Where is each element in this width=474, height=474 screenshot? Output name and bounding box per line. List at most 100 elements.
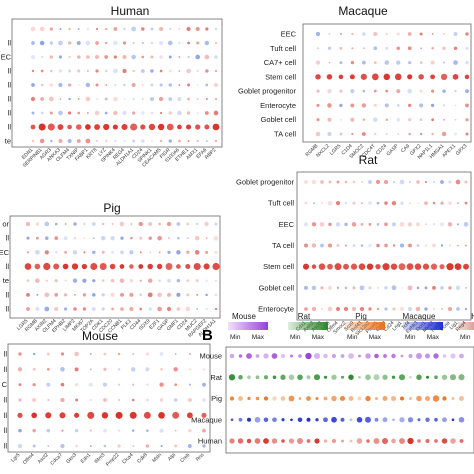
mouse-column-label: Creb bbox=[179, 452, 191, 464]
macaque-dot bbox=[372, 117, 378, 123]
human-dot bbox=[214, 97, 218, 101]
rat-dot bbox=[303, 285, 309, 290]
panel-b-dot bbox=[288, 438, 295, 444]
human-dot bbox=[150, 140, 153, 142]
macaque-dot bbox=[420, 47, 423, 50]
mouse-dot bbox=[88, 382, 93, 387]
human-dot bbox=[50, 139, 53, 143]
human-dot bbox=[187, 140, 190, 142]
panel-b-dot bbox=[425, 396, 430, 401]
human-dot bbox=[41, 55, 44, 59]
human-dot bbox=[77, 69, 81, 73]
rat-dot bbox=[328, 285, 332, 290]
rat-dot bbox=[433, 181, 435, 183]
pig-dot bbox=[176, 222, 181, 226]
pig-dot bbox=[148, 236, 152, 240]
rat-row-label: TA cell bbox=[272, 241, 294, 250]
macaque-row-label: EEC bbox=[281, 30, 297, 39]
human-dot bbox=[213, 82, 219, 88]
rat-dot bbox=[400, 201, 404, 205]
human-dot bbox=[132, 139, 136, 143]
mouse-dot bbox=[203, 368, 205, 371]
rat-frame bbox=[296, 171, 472, 321]
pig-dot bbox=[147, 292, 153, 298]
mouse-dot bbox=[103, 367, 107, 371]
pig-dot bbox=[147, 278, 153, 283]
macaque-dot bbox=[327, 131, 332, 137]
pig-dot bbox=[129, 250, 134, 255]
pig-dot bbox=[26, 279, 30, 283]
human-dot bbox=[68, 97, 71, 101]
panel-b-dot bbox=[288, 395, 295, 402]
mouse-dot bbox=[32, 352, 36, 356]
pig-dot bbox=[91, 307, 96, 311]
human-dot bbox=[132, 42, 135, 44]
rat-dot bbox=[321, 308, 323, 310]
mouse-dot bbox=[202, 444, 206, 448]
legend-min-label: Min bbox=[347, 334, 358, 341]
rat-dot bbox=[383, 179, 389, 185]
rat-dot bbox=[424, 244, 428, 247]
macaque-dot bbox=[351, 47, 354, 50]
pig-dot bbox=[148, 221, 153, 227]
panel-b-dot bbox=[254, 416, 261, 423]
panel-b-dot bbox=[348, 353, 354, 359]
pig-dot bbox=[214, 250, 218, 254]
panel-b-dot bbox=[272, 375, 277, 380]
human-dot bbox=[112, 40, 118, 46]
legend-color-bar bbox=[458, 322, 474, 330]
macaque-dot bbox=[396, 60, 401, 65]
panel-b-dot bbox=[365, 416, 371, 423]
rat-dot bbox=[424, 286, 428, 290]
rat-dot bbox=[376, 201, 380, 205]
macaque-dot bbox=[339, 32, 343, 36]
macaque-dot bbox=[396, 46, 400, 50]
pig-dot bbox=[214, 222, 218, 226]
macaque-row-label: Goblet progenitor bbox=[238, 87, 296, 96]
mouse-dot bbox=[60, 397, 65, 403]
pig-dot bbox=[176, 307, 181, 311]
mouse-column-label: Cdk8 bbox=[136, 452, 149, 465]
human-dot bbox=[113, 55, 117, 59]
macaque-dot bbox=[465, 89, 469, 93]
human-dot bbox=[87, 112, 89, 114]
panel-b-dot bbox=[349, 439, 353, 443]
rat-dot bbox=[454, 263, 462, 271]
panel-b-dot bbox=[341, 439, 344, 443]
human-dot bbox=[96, 140, 98, 142]
human-dot bbox=[122, 41, 127, 45]
rat-dot bbox=[311, 179, 317, 185]
human-dot bbox=[212, 123, 220, 131]
rat-row-label: Goblet progenitor bbox=[236, 178, 294, 187]
human-dot bbox=[159, 139, 163, 143]
mouse-dot bbox=[60, 382, 65, 387]
mouse-row-labels: ll ll Cll ll ll ll bbox=[2, 350, 8, 451]
mouse-dot bbox=[174, 429, 177, 432]
human-dot bbox=[187, 83, 190, 87]
mouse-dot bbox=[18, 398, 22, 402]
human-dot bbox=[105, 27, 108, 31]
panel-b-dot bbox=[390, 395, 397, 402]
rat-dot bbox=[344, 202, 348, 205]
macaque-dot bbox=[465, 103, 469, 108]
rat-row-label: Stem cell bbox=[263, 262, 294, 271]
human-dot bbox=[178, 41, 181, 45]
rat-dot bbox=[376, 243, 380, 248]
panel-b-dot bbox=[229, 396, 235, 401]
pig-dot bbox=[110, 278, 115, 283]
macaque-dot bbox=[396, 89, 401, 94]
pig-dot bbox=[147, 263, 153, 270]
mouse-dot bbox=[187, 397, 192, 403]
pig-dot bbox=[119, 278, 125, 283]
panel-b-dot bbox=[340, 417, 345, 422]
macaque-title: Macaque bbox=[338, 4, 388, 18]
legend-min-label: Min bbox=[230, 334, 241, 341]
macaque-dot bbox=[327, 89, 332, 94]
human-dot bbox=[177, 110, 182, 116]
rat-dot bbox=[416, 286, 420, 290]
human-dot bbox=[77, 84, 80, 86]
panel-b-dot bbox=[331, 438, 337, 444]
panel-b-row-label: Mouse bbox=[199, 352, 222, 361]
